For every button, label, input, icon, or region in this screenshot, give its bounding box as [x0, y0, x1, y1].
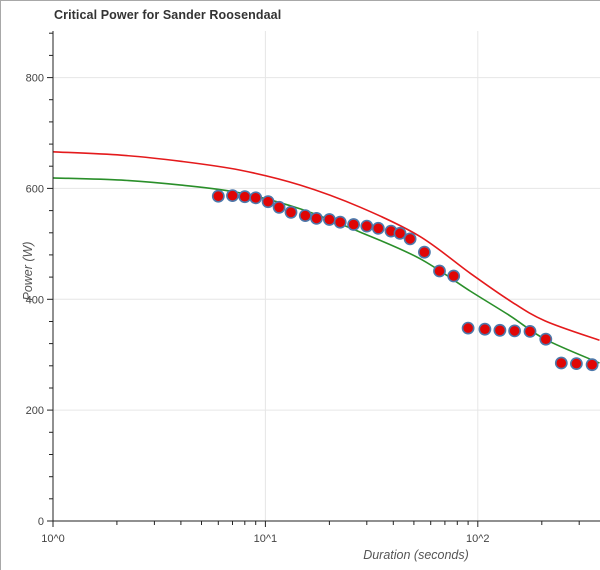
- series-layer: [53, 151, 600, 372]
- y-axis-label: Power (W): [21, 241, 35, 300]
- data-point: [211, 189, 225, 203]
- y-tick-label: 200: [26, 405, 44, 417]
- data-point: [433, 264, 446, 278]
- y-tick-label: 400: [26, 294, 44, 306]
- data-point: [539, 332, 553, 346]
- data-point: [261, 195, 275, 209]
- data-point: [272, 200, 286, 214]
- data-point: [403, 232, 417, 246]
- data-point: [570, 357, 583, 370]
- data-point: [554, 356, 568, 370]
- axes: 0 200 400 600 800 10^0 10^1 10^2 Duration (secon…: [21, 31, 600, 562]
- data-point: [322, 213, 336, 226]
- data-point: [298, 209, 312, 222]
- data-point: [508, 324, 521, 338]
- y-tick-label: 600: [26, 183, 44, 195]
- data-point: [360, 219, 374, 233]
- data-point: [393, 226, 407, 240]
- data-point: [478, 322, 492, 336]
- data-point: [417, 245, 431, 259]
- data-point: [249, 191, 263, 205]
- data-point: [226, 189, 239, 202]
- gridlines: [53, 31, 600, 521]
- y-tick-label: 800: [26, 73, 44, 85]
- red-model-curve: [53, 151, 600, 342]
- chart-title: Critical Power for Sander Roosendaal: [54, 8, 282, 22]
- x-tick-label: 10^2: [466, 533, 490, 545]
- data-point: [523, 324, 537, 338]
- data-point: [347, 218, 360, 231]
- data-point: [333, 215, 347, 229]
- x-axis-label: Duration (seconds): [363, 548, 469, 562]
- data-point: [310, 211, 323, 225]
- data-point: [447, 269, 461, 283]
- data-point: [461, 321, 475, 335]
- x-tick-label: 10^1: [254, 533, 278, 545]
- data-point: [238, 190, 252, 204]
- data-point: [371, 221, 385, 235]
- data-point: [585, 358, 599, 372]
- y-tick-label: 0: [38, 516, 44, 528]
- measured-power-points: [211, 189, 599, 372]
- x-tick-label: 10^0: [41, 533, 65, 545]
- data-point: [284, 205, 298, 219]
- green-model-curve: [53, 177, 600, 364]
- data-point: [493, 323, 507, 337]
